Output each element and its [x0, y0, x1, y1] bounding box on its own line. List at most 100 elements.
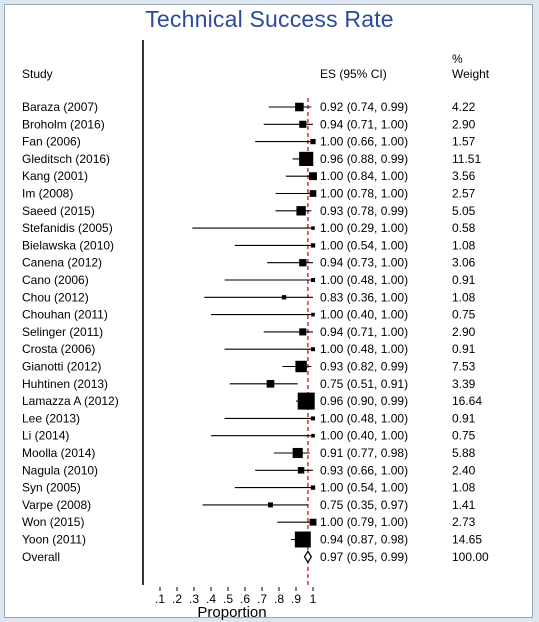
effect-marker	[299, 259, 307, 267]
es-ci-value: 0.96 (0.90, 0.99)	[320, 394, 408, 408]
x-axis-label: Proportion	[197, 604, 266, 621]
es-ci-value: 1.00 (0.48, 1.00)	[320, 273, 408, 287]
effect-marker	[311, 278, 315, 282]
weight-value: 1.08	[452, 481, 476, 495]
x-tick-label: .6	[240, 592, 250, 606]
effect-marker	[309, 518, 317, 526]
weight-value: 1.57	[452, 135, 476, 149]
weight-value: 2.57	[452, 187, 476, 201]
es-ci-value: 1.00 (0.79, 1.00)	[320, 515, 408, 529]
study-label: Yoon (2011)	[22, 533, 86, 547]
effect-marker	[311, 433, 315, 438]
overall-weight-value: 100.00	[452, 550, 489, 564]
x-tick-label: .5	[223, 592, 233, 606]
es-ci-value: 0.94 (0.87, 0.98)	[320, 533, 408, 547]
study-label: Bielawska (2010)	[22, 238, 114, 252]
x-tick-label: .1	[155, 592, 165, 606]
study-label: Moolla (2014)	[22, 446, 95, 460]
es-ci-value: 1.00 (0.66, 1.00)	[320, 135, 408, 149]
weight-value: 0.58	[452, 221, 476, 235]
es-ci-value: 0.92 (0.74, 0.99)	[320, 100, 408, 114]
es-ci-value: 0.83 (0.36, 1.00)	[320, 290, 408, 304]
study-label: Baraza (2007)	[22, 100, 98, 114]
x-tick-label: .9	[291, 592, 301, 606]
effect-marker	[311, 347, 315, 352]
study-label: Stefanidis (2005)	[22, 221, 113, 235]
es-ci-value: 0.93 (0.82, 0.99)	[320, 360, 408, 374]
study-label: Chouhan (2011)	[22, 308, 108, 322]
study-label: Kang (2001)	[22, 169, 88, 183]
weight-value: 2.90	[452, 325, 476, 339]
overall-diamond	[303, 550, 313, 564]
effect-marker	[310, 138, 316, 145]
es-ci-value: 0.94 (0.71, 1.00)	[320, 325, 408, 339]
effect-marker	[309, 190, 317, 197]
weight-value: 16.64	[452, 394, 482, 408]
effect-marker	[266, 379, 275, 388]
x-tick-label: .8	[274, 592, 284, 606]
es-ci-value: 0.91 (0.77, 0.98)	[320, 446, 408, 460]
effect-marker	[299, 120, 307, 128]
es-ci-value: 1.00 (0.54, 1.00)	[320, 238, 408, 252]
es-ci-value: 0.94 (0.71, 1.00)	[320, 117, 408, 131]
study-label: Canena (2012)	[22, 256, 102, 270]
study-label: Selinger (2011)	[22, 325, 103, 339]
study-label: Fan (2006)	[22, 135, 81, 149]
effect-marker	[311, 416, 315, 421]
x-tick-label: .3	[189, 592, 199, 606]
study-label: Varpe (2008)	[22, 498, 91, 512]
effect-marker	[311, 312, 315, 317]
es-ci-value: 0.75 (0.51, 0.91)	[320, 377, 408, 391]
es-ci-value: 1.00 (0.48, 1.00)	[320, 411, 408, 425]
es-ci-value: 0.93 (0.78, 0.99)	[320, 204, 408, 218]
study-label: Broholm (2016)	[22, 117, 105, 131]
study-label: Syn (2005)	[22, 481, 81, 495]
es-ci-value: 1.00 (0.40, 1.00)	[320, 429, 408, 443]
effect-marker	[310, 485, 316, 490]
x-tick-label: .7	[257, 592, 267, 606]
es-ci-value: 1.00 (0.84, 1.00)	[320, 169, 408, 183]
weight-value: 5.88	[452, 446, 476, 460]
effect-marker	[297, 392, 315, 410]
figure-frame	[4, 4, 533, 618]
weight-value: 0.91	[452, 273, 476, 287]
weight-value: 0.91	[452, 411, 476, 425]
weight-value: 3.39	[452, 377, 476, 391]
effect-marker	[295, 102, 304, 112]
effect-marker	[299, 328, 307, 336]
es-ci-value: 0.96 (0.88, 0.99)	[320, 152, 408, 166]
study-label: Lee (2013)	[22, 411, 80, 425]
study-label: Huhtinen (2013)	[22, 377, 108, 391]
weight-value: 3.06	[452, 256, 476, 270]
weight-value: 5.05	[452, 204, 476, 218]
weight-column-header-line2: Weight	[452, 67, 490, 81]
es-ci-value: 1.00 (0.48, 1.00)	[320, 342, 408, 356]
weight-value: 14.65	[452, 533, 482, 547]
weight-column-header-line1: %	[452, 52, 463, 66]
es-ci-value: 0.94 (0.73, 1.00)	[320, 256, 408, 270]
study-label: Won (2015)	[22, 515, 84, 529]
weight-value: 11.51	[452, 152, 481, 166]
study-label: Gianotti (2012)	[22, 360, 101, 374]
overall-es-value: 0.97 (0.95, 0.99)	[320, 550, 408, 564]
es-ci-value: 0.93 (0.66, 1.00)	[320, 463, 408, 477]
weight-value: 4.22	[452, 100, 476, 114]
study-label: Nagula (2010)	[22, 463, 98, 477]
study-label: Im (2008)	[22, 187, 73, 201]
es-ci-value: 1.00 (0.78, 1.00)	[320, 187, 408, 201]
weight-value: 0.75	[452, 308, 476, 322]
x-tick-label: .4	[206, 592, 216, 606]
effect-marker	[299, 151, 314, 166]
es-ci-value: 1.00 (0.40, 1.00)	[320, 308, 408, 322]
weight-value: 3.56	[452, 169, 476, 183]
weight-value: 2.73	[452, 515, 476, 529]
effect-marker	[309, 172, 317, 181]
study-label: Crosta (2006)	[22, 342, 95, 356]
study-label: Lamazza A (2012)	[22, 394, 119, 408]
effect-marker	[310, 243, 316, 248]
chart-title: Technical Success Rate	[145, 6, 394, 32]
study-label: Gleditsch (2016)	[22, 152, 110, 166]
overall-label: Overall	[22, 550, 60, 564]
weight-value: 1.08	[452, 290, 476, 304]
